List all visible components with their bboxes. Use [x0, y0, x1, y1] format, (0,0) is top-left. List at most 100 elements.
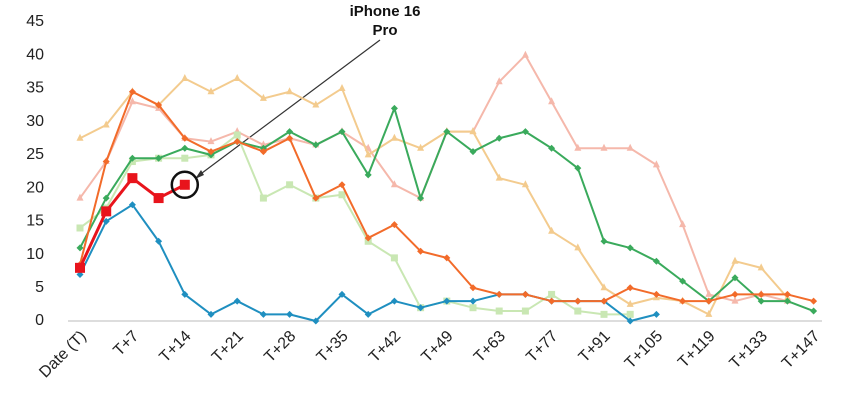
point [626, 299, 634, 307]
point [574, 143, 582, 151]
annotation-arrow [197, 39, 381, 177]
point [652, 160, 660, 168]
point [574, 164, 582, 172]
point [390, 297, 398, 305]
point [207, 87, 215, 95]
point [521, 50, 529, 58]
point [757, 290, 765, 298]
point [259, 310, 267, 318]
point [495, 77, 503, 85]
point [417, 143, 425, 151]
point [521, 180, 529, 188]
point [259, 140, 267, 148]
point [417, 304, 425, 312]
point [495, 134, 503, 142]
point [810, 297, 818, 305]
y-tick-label: 30 [26, 113, 44, 130]
point [574, 297, 582, 305]
point [731, 256, 739, 264]
point [810, 307, 818, 315]
point [181, 154, 189, 162]
point [731, 274, 739, 282]
x-tick-label: T+133 [727, 328, 771, 372]
y-tick-label: 25 [26, 146, 44, 163]
point [417, 194, 425, 202]
point [127, 173, 138, 184]
point [76, 244, 84, 252]
point [548, 144, 556, 152]
point [338, 83, 346, 91]
point [390, 104, 398, 112]
point [600, 310, 608, 318]
x-tick-label: T+21 [209, 328, 247, 366]
point [207, 137, 215, 145]
point [75, 262, 85, 273]
point [521, 307, 529, 315]
point [626, 284, 634, 292]
y-tick-label: 45 [26, 13, 44, 30]
point [443, 254, 451, 262]
point [652, 310, 660, 318]
x-tick-label: T+35 [314, 328, 352, 366]
point [286, 181, 294, 189]
point [417, 247, 425, 255]
point [102, 194, 110, 202]
point [286, 134, 294, 142]
x-tick-label: T+63 [471, 328, 509, 366]
point [731, 290, 739, 298]
point [364, 150, 372, 158]
point [286, 128, 294, 136]
point [757, 297, 765, 305]
y-tick-label: 15 [26, 213, 44, 230]
point [495, 290, 503, 298]
series-line [79, 133, 631, 316]
x-tick-label: T+91 [576, 328, 614, 366]
point [679, 277, 687, 285]
point [181, 290, 189, 298]
point [312, 194, 320, 202]
point [469, 304, 477, 312]
point [626, 143, 634, 151]
point [679, 220, 687, 228]
point [179, 179, 190, 190]
point [128, 154, 136, 162]
series-line [79, 203, 657, 322]
point [443, 297, 451, 305]
point [495, 307, 503, 315]
point [705, 297, 713, 305]
point [76, 193, 84, 201]
point [181, 134, 189, 142]
point [679, 297, 687, 305]
point [521, 128, 529, 136]
point [155, 154, 163, 162]
point [155, 101, 163, 109]
point [600, 237, 608, 245]
point [731, 296, 739, 304]
point [102, 158, 110, 166]
point [128, 201, 136, 209]
point [207, 148, 215, 156]
point [233, 138, 241, 146]
x-tick-label: T+7 [110, 328, 142, 360]
point [469, 127, 477, 135]
point [101, 206, 112, 217]
point [286, 310, 294, 318]
y-tick-label: 10 [26, 246, 44, 263]
point [181, 73, 189, 81]
point [626, 244, 634, 252]
x-tick-label: T+28 [261, 328, 299, 366]
point [128, 88, 136, 96]
point [548, 226, 556, 234]
point [338, 290, 346, 298]
point [364, 234, 372, 242]
series-line [78, 176, 186, 269]
point [783, 297, 791, 305]
point [443, 128, 451, 136]
point [390, 133, 398, 141]
x-tick-label: T+42 [366, 328, 404, 366]
point [783, 290, 791, 298]
point [469, 284, 477, 292]
point [574, 307, 582, 315]
point [626, 317, 634, 325]
